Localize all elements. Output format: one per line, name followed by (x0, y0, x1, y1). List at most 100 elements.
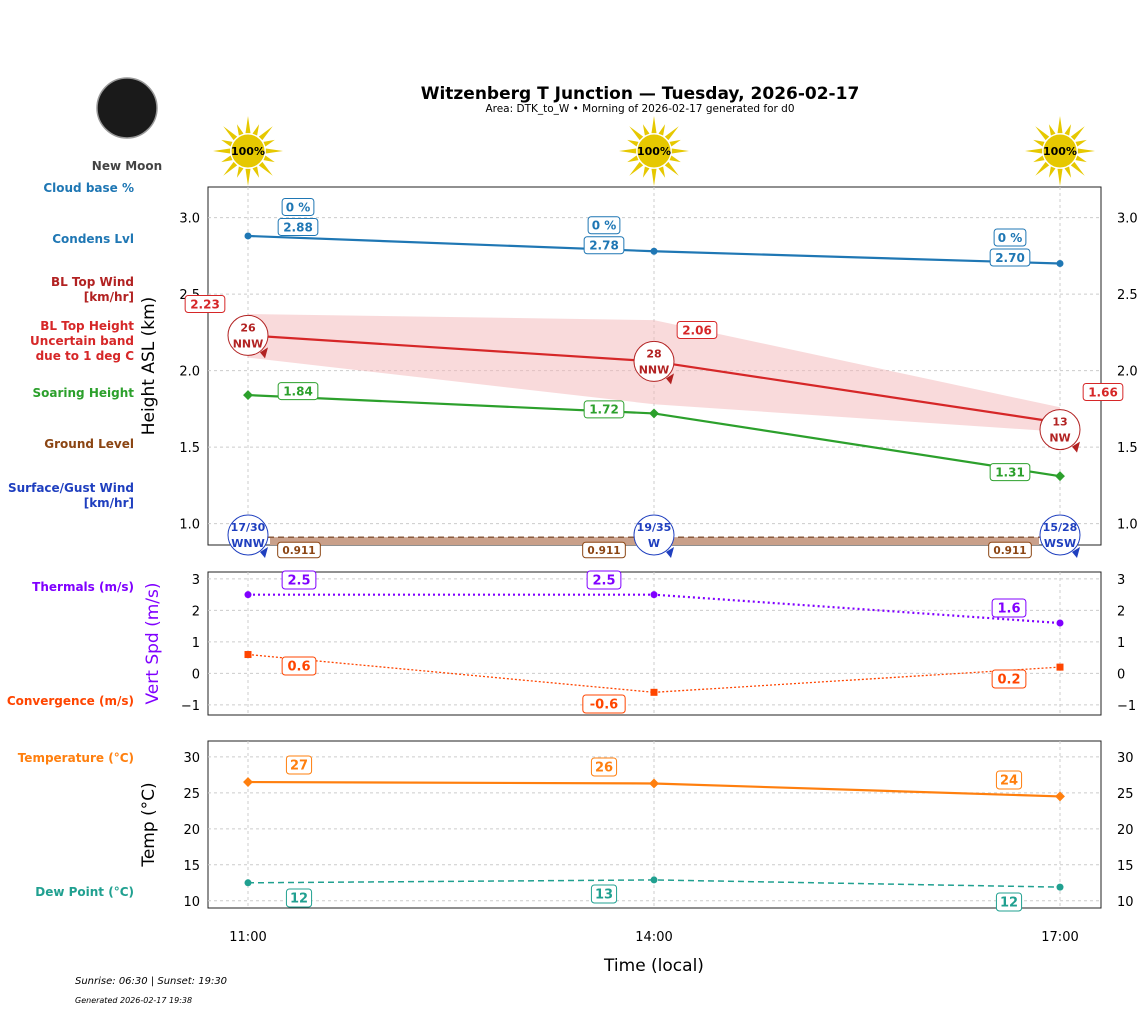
bl-top-label: 1.66 (1088, 385, 1118, 399)
y-tick-label-right: 2.0 (1117, 365, 1138, 380)
dew-label: 12 (1000, 896, 1018, 911)
sun-times: Sunrise: 06:30 | Sunset: 19:30 (75, 976, 227, 987)
dew-label-box (590, 884, 618, 904)
sun-percent: 100% (231, 145, 265, 158)
y-tick-label-right: 15 (1117, 859, 1134, 874)
wind-direction: WSW (1044, 537, 1076, 550)
soaring-label: 1.72 (589, 403, 619, 417)
thermals-label: 2.5 (287, 574, 310, 589)
soaring-label: 1.84 (283, 384, 313, 398)
cloud-base-label-box (281, 197, 315, 216)
x-tick-label: 11:00 (229, 930, 266, 945)
wind-speed: 13 (1052, 416, 1067, 429)
surface-wind-marker: 19/35 W (633, 514, 675, 558)
thermals-label: 2.5 (592, 574, 615, 589)
sun-icon: 100% (1025, 116, 1095, 186)
sun-icon: 100% (619, 116, 689, 186)
bl-wind-marker: 13 NW (1039, 409, 1081, 453)
y-axis-label: Temp (°C) (139, 782, 159, 867)
temperature-label: 26 (595, 761, 613, 776)
dew-label-box (995, 892, 1023, 912)
convergence-label: -0.6 (590, 698, 618, 713)
bl-top-label-box (184, 295, 226, 313)
condens-label: 2.70 (995, 251, 1025, 265)
legend-temperature: Temperature (°C) (18, 751, 134, 765)
temperature-point (1055, 791, 1065, 802)
ground-label-box (988, 541, 1032, 559)
y-tick-label-right: 1.0 (1117, 518, 1138, 533)
temperature-label-box (285, 755, 313, 775)
y-tick-label-right: 20 (1117, 823, 1134, 838)
x-tick-label: 14:00 (635, 930, 672, 945)
convergence-point (650, 688, 658, 696)
wind-speed: 19/35 (637, 521, 672, 534)
y-tick-label: 15 (183, 859, 200, 874)
soaring-point (243, 390, 253, 401)
condens-label: 2.78 (589, 239, 619, 253)
moon-icon (96, 77, 158, 139)
wind-speed: 17/30 (231, 521, 266, 534)
convergence-label: 0.6 (287, 660, 310, 675)
condens-point (244, 232, 252, 240)
dew-label: 12 (290, 892, 308, 907)
y-tick-label: 10 (183, 895, 200, 910)
ground-label: 0.911 (587, 545, 620, 557)
y-tick-label-right: −1 (1117, 699, 1136, 714)
y-tick-label-right: 2 (1117, 604, 1125, 619)
legend-thermals: Thermals (m/s) (32, 580, 134, 594)
condens-point (1056, 259, 1064, 267)
dew-label: 13 (595, 888, 613, 903)
convergence-label-box (582, 694, 626, 714)
convergence-label: 0.2 (997, 673, 1020, 688)
legend-label: Uncertain band (30, 334, 134, 348)
ground-label: 0.911 (282, 545, 315, 557)
ground-label-box (582, 541, 626, 559)
y-tick-label-right: 2.5 (1117, 288, 1138, 303)
thermals-point (244, 591, 252, 599)
thermals-label-box (281, 570, 317, 590)
legend-ground: Ground Level (44, 437, 134, 451)
moon-phase-label: New Moon (92, 159, 162, 173)
cloud-base-label: 0 % (592, 219, 617, 233)
cloud-base-label-box (587, 216, 621, 235)
thermals-point (1056, 619, 1064, 627)
legend-condens: Condens Lvl (52, 232, 134, 246)
legend-label: [km/hr] (84, 290, 134, 304)
legend-convergence: Convergence (m/s) (7, 694, 134, 708)
wind-direction: WNW (231, 537, 264, 550)
chart-title: Witzenberg T Junction — Tuesday, 2026-02… (421, 84, 860, 104)
legend-label: [km/hr] (84, 496, 134, 510)
surface-wind-marker: 15/28 WSW (1039, 514, 1081, 558)
y-tick-label: 20 (183, 823, 200, 838)
wind-direction: W (648, 537, 660, 550)
y-tick-label: 25 (183, 787, 200, 802)
sun-percent: 100% (637, 145, 671, 158)
thermals-label: 1.6 (997, 602, 1020, 617)
soaring-label-box (583, 400, 625, 419)
thermals-point (650, 591, 658, 599)
surface-wind-marker: 17/30 WNW (227, 514, 269, 558)
legend-soaring: Soaring Height (33, 386, 135, 400)
x-axis-label: Time (local) (603, 956, 704, 976)
y-tick-label-right: 0 (1117, 667, 1125, 682)
y-axis-label: Vert Spd (m/s) (143, 582, 163, 704)
bl-top-label: 2.06 (682, 323, 712, 337)
wind-speed: 26 (240, 321, 256, 334)
temperature-point (649, 778, 659, 789)
wind-arrow-icon (260, 547, 268, 558)
convergence-label-box (281, 656, 317, 676)
temperature-label-box (590, 757, 618, 777)
convergence-point (244, 651, 252, 659)
y-tick-label: 3 (192, 573, 200, 588)
wind-speed: 15/28 (1043, 521, 1078, 534)
temperature-label: 24 (1000, 774, 1018, 789)
y-axis-label: Height ASL (km) (139, 297, 159, 436)
chart-subtitle: Area: DTK_to_W • Morning of 2026-02-17 g… (485, 103, 794, 115)
legend-cloud-base: Cloud base % (43, 181, 134, 195)
y-tick-label: 2.0 (179, 365, 200, 380)
legend-label: BL Top Wind (51, 275, 134, 289)
wind-arrow-icon (666, 547, 674, 558)
sun-icon: 100% (213, 116, 283, 186)
y-tick-label: 0 (192, 667, 200, 682)
